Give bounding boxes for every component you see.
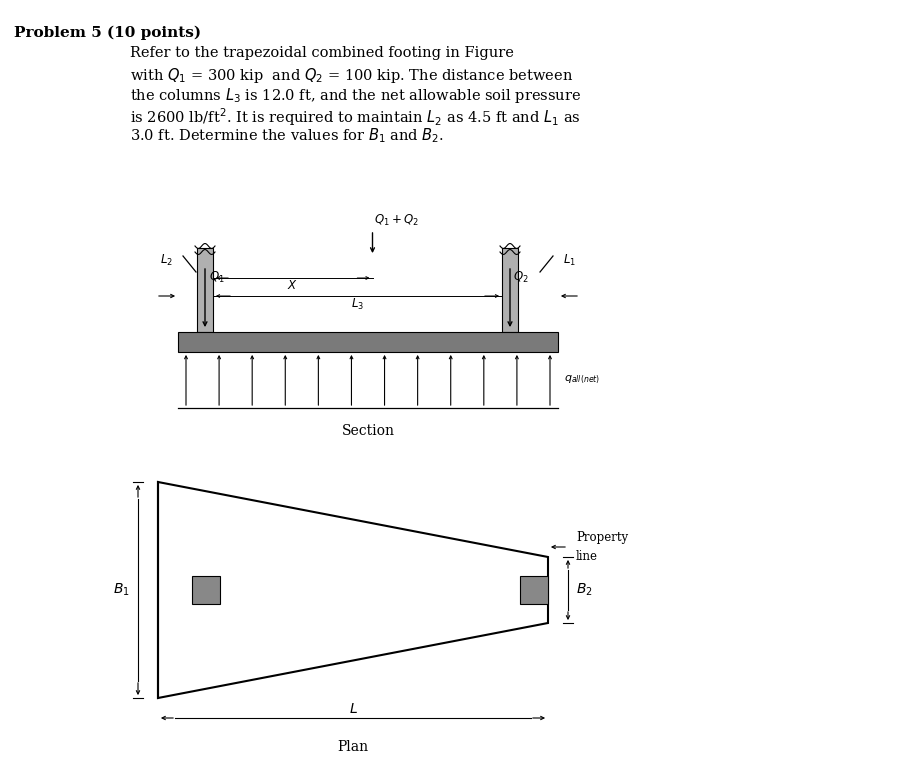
Text: the columns $L_3$ is 12.0 ft, and the net allowable soil pressure: the columns $L_3$ is 12.0 ft, and the ne… (130, 86, 581, 105)
Text: $Q_1 + Q_2$: $Q_1 + Q_2$ (374, 213, 419, 228)
Polygon shape (158, 482, 548, 698)
Text: Property: Property (576, 531, 628, 544)
Text: Refer to the trapezoidal combined footing in Figure: Refer to the trapezoidal combined footin… (130, 46, 514, 60)
Text: $L_2$: $L_2$ (160, 253, 173, 268)
Text: line: line (576, 550, 598, 563)
Bar (502, 248, 518, 332)
Text: $X$: $X$ (287, 279, 298, 292)
Text: $B_1$: $B_1$ (114, 582, 130, 598)
Text: $L_1$: $L_1$ (563, 253, 576, 268)
Bar (192, 576, 220, 604)
Text: Plan: Plan (338, 740, 369, 754)
Text: $L$: $L$ (349, 702, 358, 716)
Text: with $Q_1$ = 300 kip  and $Q_2$ = 100 kip. The distance between: with $Q_1$ = 300 kip and $Q_2$ = 100 kip… (130, 66, 573, 85)
Text: Problem 5 (10 points): Problem 5 (10 points) (14, 26, 202, 40)
Text: is 2600 lb/ft$^2$. It is required to maintain $L_2$ as 4.5 ft and $L_1$ as: is 2600 lb/ft$^2$. It is required to mai… (130, 106, 580, 128)
Text: $B_2$: $B_2$ (576, 582, 593, 598)
Bar (178, 332, 558, 352)
Text: Section: Section (341, 424, 394, 438)
Text: $Q_1$: $Q_1$ (209, 270, 225, 285)
Text: $Q_2$: $Q_2$ (513, 270, 528, 285)
Text: 3.0 ft. Determine the values for $B_1$ and $B_2$.: 3.0 ft. Determine the values for $B_1$ a… (130, 126, 444, 145)
Text: $q_{all(net)}$: $q_{all(net)}$ (564, 374, 600, 386)
Bar (520, 576, 548, 604)
Bar (197, 248, 213, 332)
Text: $L_3$: $L_3$ (351, 297, 364, 312)
